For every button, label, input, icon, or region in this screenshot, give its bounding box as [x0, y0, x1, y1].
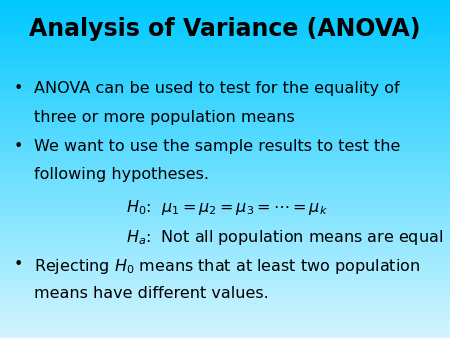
Text: •: • [14, 139, 23, 153]
Text: Rejecting $H_0$ means that at least two population: Rejecting $H_0$ means that at least two … [34, 257, 420, 276]
Text: means have different values.: means have different values. [34, 286, 269, 300]
Text: We want to use the sample results to test the: We want to use the sample results to tes… [34, 139, 400, 153]
Text: •: • [14, 81, 23, 96]
Text: following hypotheses.: following hypotheses. [34, 167, 209, 182]
Text: $H_0$:  $\mu_1 = \mu_2 = \mu_3 = \cdots = \mu_k$: $H_0$: $\mu_1 = \mu_2 = \mu_3 = \cdots =… [126, 198, 328, 217]
Text: three or more population means: three or more population means [34, 110, 294, 125]
Text: •: • [14, 257, 23, 272]
Text: $H_a$:  Not all population means are equal: $H_a$: Not all population means are equa… [126, 228, 443, 247]
Text: ANOVA can be used to test for the equality of: ANOVA can be used to test for the equali… [34, 81, 400, 96]
Text: Analysis of Variance (ANOVA): Analysis of Variance (ANOVA) [29, 17, 421, 41]
